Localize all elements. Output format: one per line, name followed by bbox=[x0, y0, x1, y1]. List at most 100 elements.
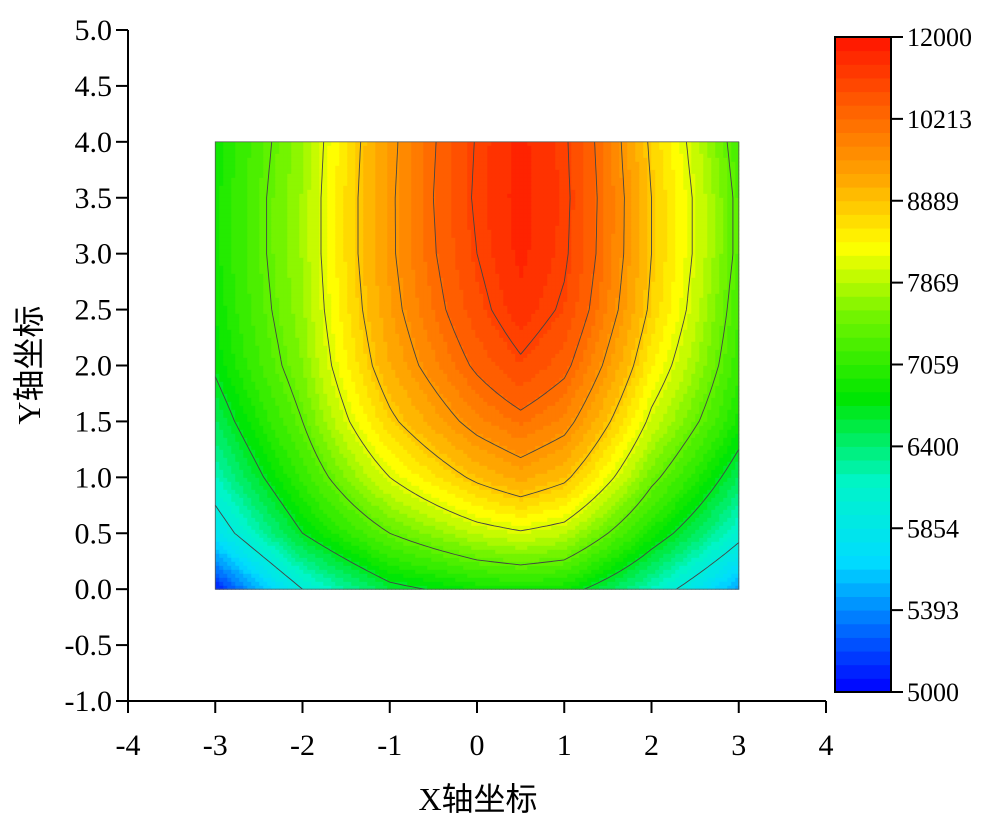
contour-cell bbox=[227, 217, 232, 223]
contour-cell bbox=[307, 161, 312, 167]
contour-cell bbox=[623, 241, 628, 247]
contour-cell bbox=[319, 221, 324, 227]
contour-cell bbox=[223, 281, 228, 287]
contour-cell bbox=[283, 285, 288, 291]
contour-cell bbox=[563, 213, 568, 219]
contour-cell bbox=[419, 145, 424, 151]
contour-cell bbox=[323, 273, 328, 279]
contour-cell bbox=[351, 149, 356, 155]
contour-cell bbox=[579, 181, 584, 187]
contour-cell bbox=[371, 225, 376, 231]
contour-cell bbox=[691, 273, 696, 279]
contour-cell bbox=[239, 145, 244, 151]
contour-cell bbox=[283, 161, 288, 167]
contour-cell bbox=[623, 153, 628, 159]
contour-cell bbox=[439, 205, 444, 211]
contour-cell bbox=[535, 213, 540, 219]
contour-cell bbox=[379, 173, 384, 179]
contour-cell bbox=[671, 233, 676, 239]
contour-cell bbox=[731, 221, 736, 227]
contour-cell bbox=[231, 185, 236, 191]
contour-cell bbox=[639, 149, 644, 155]
contour-cell bbox=[603, 289, 608, 295]
contour-cell bbox=[495, 233, 500, 239]
contour-cell bbox=[575, 273, 580, 279]
contour-cell bbox=[519, 173, 524, 179]
contour-cell bbox=[571, 197, 576, 203]
contour-cell bbox=[339, 181, 344, 187]
contour-cell bbox=[567, 165, 572, 171]
contour-cell bbox=[423, 173, 428, 179]
contour-cell bbox=[371, 145, 376, 151]
contour-cell bbox=[295, 201, 300, 207]
contour-cell bbox=[447, 265, 452, 271]
contour-cell bbox=[727, 217, 732, 223]
contour-cell bbox=[479, 233, 484, 239]
contour-cell bbox=[487, 265, 492, 271]
contour-cell bbox=[595, 233, 600, 239]
contour-cell bbox=[707, 161, 712, 167]
contour-cell bbox=[415, 165, 420, 171]
contour-cell bbox=[403, 289, 408, 295]
contour-cell bbox=[295, 229, 300, 235]
contour-cell bbox=[255, 193, 260, 199]
contour-cell bbox=[571, 225, 576, 231]
contour-cell bbox=[379, 261, 384, 267]
contour-cell bbox=[279, 141, 284, 147]
contour-cell bbox=[695, 165, 700, 171]
contour-cell bbox=[731, 285, 736, 291]
contour-cell bbox=[551, 261, 556, 267]
contour-cell bbox=[643, 245, 648, 251]
contour-cell bbox=[391, 205, 396, 211]
contour-cell bbox=[567, 261, 572, 267]
contour-cell bbox=[251, 185, 256, 191]
contour-cell bbox=[535, 269, 540, 275]
contour-cell bbox=[599, 153, 604, 159]
contour-cell bbox=[367, 177, 372, 183]
contour-cell bbox=[331, 289, 336, 295]
contour-cell bbox=[671, 265, 676, 271]
contour-cell bbox=[291, 153, 296, 159]
contour-cell bbox=[383, 157, 388, 163]
contour-cell bbox=[623, 169, 628, 175]
contour-cell bbox=[551, 205, 556, 211]
contour-cell bbox=[731, 145, 736, 151]
contour-cell bbox=[267, 217, 272, 223]
contour-cell bbox=[727, 249, 732, 255]
contour-cell bbox=[351, 289, 356, 295]
contour-cell bbox=[335, 257, 340, 263]
contour-cell bbox=[583, 237, 588, 243]
contour-cell bbox=[463, 149, 468, 155]
contour-cell bbox=[731, 281, 736, 287]
contour-cell bbox=[591, 157, 596, 163]
contour-cell bbox=[295, 257, 300, 263]
contour-cell bbox=[471, 141, 476, 147]
contour-cell bbox=[387, 233, 392, 239]
contour-cell bbox=[295, 265, 300, 271]
contour-cell bbox=[491, 193, 496, 199]
contour-cell bbox=[587, 209, 592, 215]
contour-cell bbox=[531, 145, 536, 151]
contour-cell bbox=[475, 213, 480, 219]
contour-cell bbox=[619, 177, 624, 183]
contour-cell bbox=[415, 253, 420, 259]
contour-cell bbox=[439, 249, 444, 255]
contour-cell bbox=[423, 177, 428, 183]
contour-cell bbox=[499, 269, 504, 275]
contour-cell bbox=[491, 181, 496, 187]
contour-cell bbox=[251, 145, 256, 151]
contour-cell bbox=[635, 229, 640, 235]
contour-cell bbox=[679, 257, 684, 263]
contour-cell bbox=[703, 213, 708, 219]
contour-cell bbox=[475, 221, 480, 227]
contour-cell bbox=[699, 201, 704, 207]
contour-cell bbox=[583, 277, 588, 283]
contour-cell bbox=[495, 241, 500, 247]
contour-cell bbox=[563, 241, 568, 247]
contour-cell bbox=[535, 161, 540, 167]
contour-cell bbox=[387, 273, 392, 279]
contour-cell bbox=[511, 221, 516, 227]
contour-cell bbox=[379, 273, 384, 279]
contour-cell bbox=[639, 273, 644, 279]
contour-cell bbox=[379, 249, 384, 255]
